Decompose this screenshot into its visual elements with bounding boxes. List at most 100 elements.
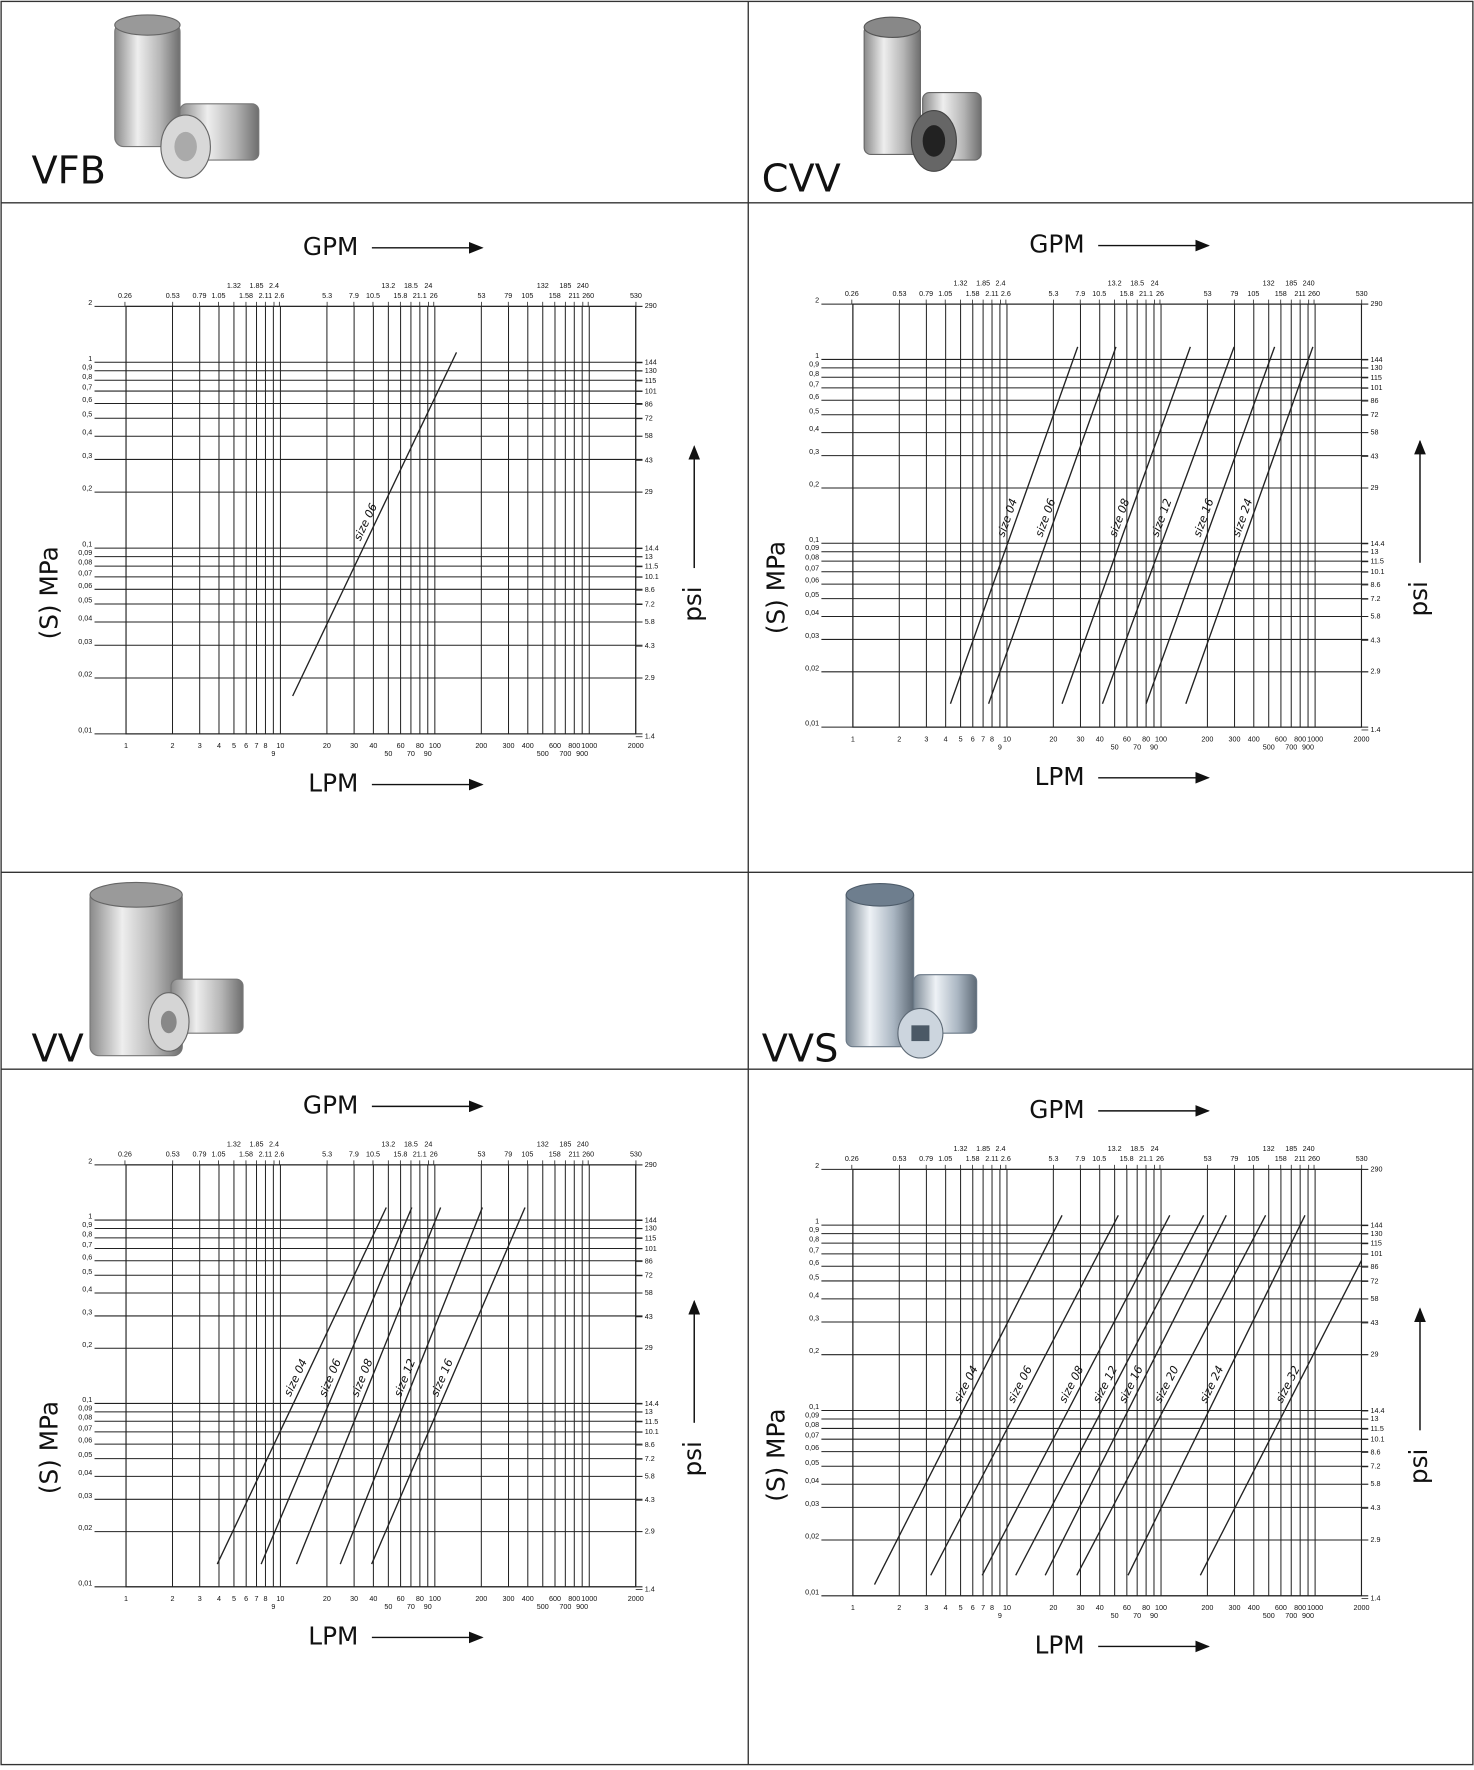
x-tick-label: 100 <box>429 1594 441 1603</box>
x-tick-label: 600 <box>1275 1603 1287 1612</box>
x-axis-title: LPM <box>308 1621 358 1650</box>
x2-tick-label: 79 <box>504 1150 512 1159</box>
x-tick-label: 900 <box>1302 742 1314 751</box>
x-tick-label: 90 <box>424 749 432 758</box>
x2-tick-label: 2.11 <box>259 1150 272 1159</box>
x-tick-label: 3 <box>924 734 928 743</box>
x-tick-label: 500 <box>1263 1611 1275 1620</box>
y-tick-label: 2 <box>815 296 819 305</box>
x-tick-label: 300 <box>503 741 515 750</box>
y2-tick-label: 290 <box>1370 1164 1382 1173</box>
x2-tick-label: 530 <box>1356 1154 1368 1163</box>
y-tick-label: 0,1 <box>82 540 92 549</box>
x2-axis-title: GPM <box>303 1090 358 1119</box>
x-tick-label: 5 <box>232 1594 236 1603</box>
x2-tick-label: 158 <box>549 1150 561 1159</box>
y2-tick-label: 14.4 <box>645 1399 659 1408</box>
data-line <box>987 346 1117 704</box>
y2-tick-label: 10.1 <box>1370 567 1384 576</box>
x2-tick-label: 530 <box>1356 289 1368 298</box>
y2-tick-label: 4.3 <box>1370 635 1380 644</box>
x2-tick-label: 26 <box>1156 289 1164 298</box>
x-tick-label: 90 <box>1150 742 1158 751</box>
y2-tick-label: 101 <box>645 386 657 395</box>
x2-tick-label: 1.05 <box>938 289 952 298</box>
x2-tick-label: 240 <box>1303 1144 1315 1153</box>
y-tick-label: 0,07 <box>78 568 92 577</box>
x2-tick-label: 53 <box>478 1150 486 1159</box>
y2-tick-label: 11.5 <box>645 1417 658 1426</box>
x2-tick-label: 105 <box>521 1150 533 1159</box>
y-tick-label: 0,04 <box>78 614 92 623</box>
x2-axis-title: GPM <box>303 232 358 261</box>
y2-tick-label: 13 <box>1370 1414 1378 1423</box>
y-tick-label: 0,08 <box>78 558 92 567</box>
x2-tick-label: 24 <box>424 281 432 290</box>
x-tick-label: 7 <box>255 1594 259 1603</box>
x-tick-label: 100 <box>1155 1603 1167 1612</box>
x-tick-label: 200 <box>475 1594 487 1603</box>
x2-tick-label: 0.79 <box>919 1154 933 1163</box>
x2-tick-label: 79 <box>504 291 512 300</box>
y-tick-label: 0,7 <box>809 379 819 388</box>
x2-tick-label: 26 <box>1156 1154 1164 1163</box>
y2-tick-label: 11.5 <box>1370 557 1383 566</box>
y2-tick-label: 144 <box>645 358 657 367</box>
x-tick-label: 500 <box>537 749 549 758</box>
x-tick-label: 1000 <box>581 741 597 750</box>
x2-tick-label: 21.1 <box>413 291 427 300</box>
y-tick-label: 0,6 <box>809 1258 819 1267</box>
y-tick-label: 2 <box>88 298 92 307</box>
x2-tick-label: 24 <box>1151 1144 1159 1153</box>
x-tick-label: 8 <box>263 1594 267 1603</box>
x-tick-label: 5 <box>232 741 236 750</box>
y2-tick-label: 58 <box>645 431 653 440</box>
y2-tick-label: 58 <box>645 1288 653 1297</box>
x2-tick-label: 1.85 <box>250 281 264 290</box>
y-tick-label: 0,2 <box>809 479 819 488</box>
x-tick-label: 20 <box>1049 734 1057 743</box>
y2-axis-title: psi <box>678 586 707 621</box>
y-tick-label: 0,4 <box>809 424 819 433</box>
y2-tick-label: 144 <box>1370 355 1382 364</box>
x2-axis-title: GPM <box>1029 1095 1084 1124</box>
x-tick-label: 100 <box>1155 734 1167 743</box>
x-tick-label: 10 <box>276 741 284 750</box>
data-line <box>339 1207 483 1565</box>
x-tick-label: 200 <box>1201 1603 1213 1612</box>
y2-tick-label: 4.3 <box>645 1495 655 1504</box>
y2-tick-label: 13 <box>1370 547 1378 556</box>
y-tick-label: 0,08 <box>805 1420 819 1429</box>
x2-tick-label: 79 <box>1230 1154 1238 1163</box>
y-tick-label: 0,3 <box>82 1307 92 1316</box>
plot-frame <box>852 1168 1363 1597</box>
data-line <box>260 1207 413 1565</box>
y-tick-label: 0,5 <box>809 1272 819 1281</box>
x2-tick-label: 79 <box>1230 289 1238 298</box>
x2-tick-label: 260 <box>1308 289 1320 298</box>
x-tick-label: 4 <box>944 1603 948 1612</box>
y2-tick-label: 29 <box>645 487 653 496</box>
x-axis-title: LPM <box>1035 1630 1085 1659</box>
x2-tick-label: 0.79 <box>192 291 206 300</box>
y-tick-label: 0,7 <box>82 1240 92 1249</box>
product-name: VFB <box>32 149 106 194</box>
x-tick-label: 40 <box>1096 1603 1104 1612</box>
x-tick-label: 500 <box>537 1602 549 1611</box>
y2-tick-label: 7.2 <box>645 599 655 608</box>
data-line <box>292 352 458 697</box>
x2-tick-label: 0.79 <box>192 1150 206 1159</box>
x-tick-label: 9 <box>271 749 275 758</box>
y-tick-label: 0,07 <box>805 563 819 572</box>
x2-tick-label: 26 <box>430 291 438 300</box>
y-tick-label: 0,6 <box>809 392 819 401</box>
y2-tick-label: 11.5 <box>1370 1424 1383 1433</box>
y-tick-label: 0,01 <box>805 719 819 728</box>
x2-tick-label: 15.8 <box>1120 1154 1134 1163</box>
data-line <box>873 1214 1063 1585</box>
y2-tick-label: 8.6 <box>645 585 655 594</box>
x2-tick-label: 0.53 <box>892 1154 906 1163</box>
y-axis-title: (S) MPa <box>762 1408 791 1501</box>
